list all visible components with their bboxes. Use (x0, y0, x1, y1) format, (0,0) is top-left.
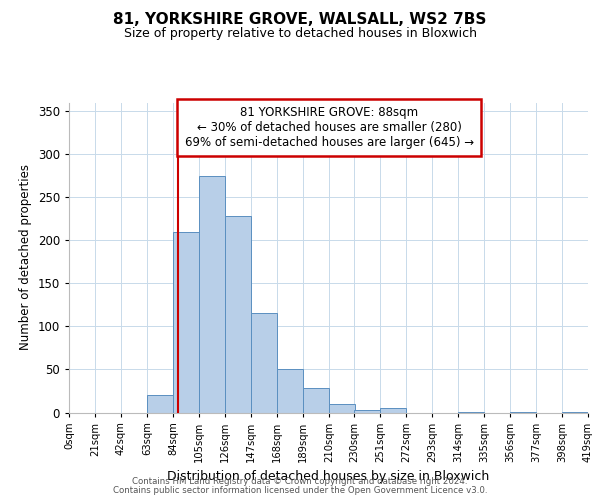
Text: Contains public sector information licensed under the Open Government Licence v3: Contains public sector information licen… (113, 486, 487, 495)
Bar (303, 388, 329, 412)
Bar (329, 404, 355, 412)
Y-axis label: Number of detached properties: Number of detached properties (19, 164, 32, 350)
Bar (354, 410, 380, 412)
Text: Size of property relative to detached houses in Bloxwich: Size of property relative to detached ho… (124, 28, 476, 40)
Bar (380, 408, 406, 412)
Bar (277, 370, 303, 412)
Bar (251, 314, 277, 412)
Bar (173, 232, 199, 412)
Text: 81, YORKSHIRE GROVE, WALSALL, WS2 7BS: 81, YORKSHIRE GROVE, WALSALL, WS2 7BS (113, 12, 487, 28)
Text: Contains HM Land Registry data © Crown copyright and database right 2024.: Contains HM Land Registry data © Crown c… (132, 477, 468, 486)
Text: 81 YORKSHIRE GROVE: 88sqm
← 30% of detached houses are smaller (280)
69% of semi: 81 YORKSHIRE GROVE: 88sqm ← 30% of detac… (185, 106, 473, 149)
X-axis label: Distribution of detached houses by size in Bloxwich: Distribution of detached houses by size … (167, 470, 490, 483)
Bar (147, 396, 173, 412)
Bar (199, 176, 225, 412)
Bar (225, 216, 251, 412)
